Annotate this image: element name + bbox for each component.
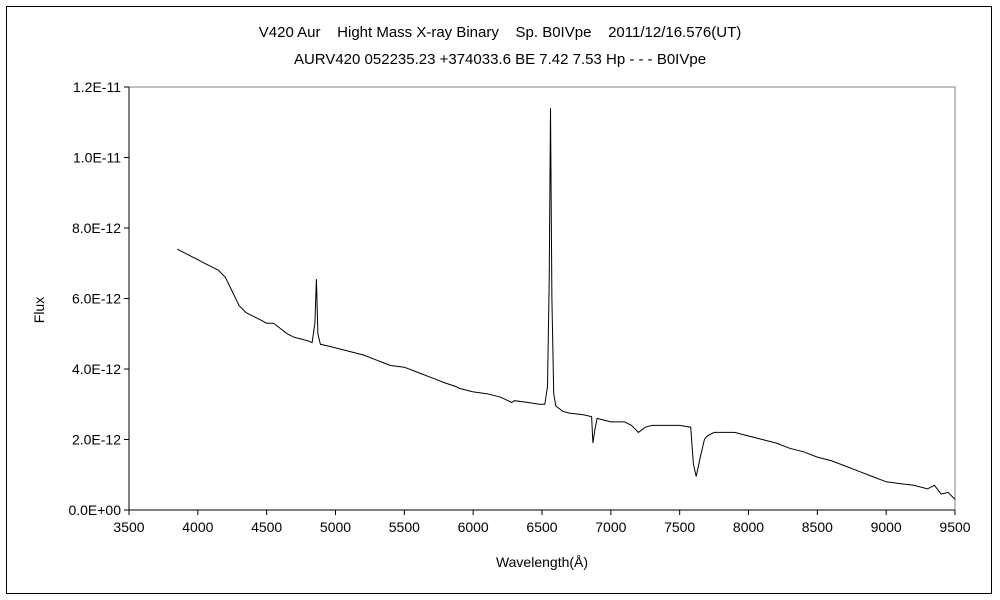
- x-tick-label: 4500: [251, 519, 282, 535]
- plot-area: [128, 86, 956, 511]
- x-tick-label: 4000: [182, 519, 213, 535]
- y-tick-label: 1.2E-11: [73, 79, 121, 95]
- y-tick-label: 8.0E-12: [72, 220, 121, 236]
- y-tick-label: 6.0E-12: [72, 291, 121, 307]
- x-axis-ticks: 3500 4000 4500 5000 5500 6000 6500 7000 7500 8000…: [113, 510, 971, 535]
- x-tick-label: 6000: [458, 519, 489, 535]
- x-tick-label: 5000: [320, 519, 351, 535]
- x-axis-title: Wavelength(Å): [496, 554, 588, 570]
- y-axis-ticks: 0.0E+00 2.0E-12 4.0E-12 6.0E-12 8.0E-12 1.0E-…: [68, 79, 129, 518]
- x-tick-label: 8500: [802, 519, 833, 535]
- y-tick-label: 4.0E-12: [72, 361, 121, 377]
- chart-title: V420 Aur Hight Mass X-ray Binary Sp. B0I…: [258, 24, 742, 41]
- x-tick-label: 3500: [113, 519, 144, 535]
- chart-frame: [6, 6, 992, 594]
- x-tick-label: 8000: [733, 519, 764, 535]
- y-axis-title: Flux: [31, 297, 47, 323]
- x-tick-label: 7500: [664, 519, 695, 535]
- chart-subtitle: AURV420 052235.23 +374033.6 BE 7.42 7.53…: [293, 51, 707, 68]
- x-tick-label: 9000: [871, 519, 902, 535]
- x-tick-label: 5500: [389, 519, 420, 535]
- x-tick-label: 6500: [526, 519, 557, 535]
- x-tick-label: 9500: [939, 519, 970, 535]
- y-tick-label: 2.0E-12: [72, 432, 121, 448]
- y-tick-label: 1.0E-11: [73, 150, 121, 166]
- x-tick-label: 7000: [595, 519, 626, 535]
- spectrum-series-line: [176, 108, 956, 500]
- y-tick-label: 0.0E+00: [68, 502, 121, 518]
